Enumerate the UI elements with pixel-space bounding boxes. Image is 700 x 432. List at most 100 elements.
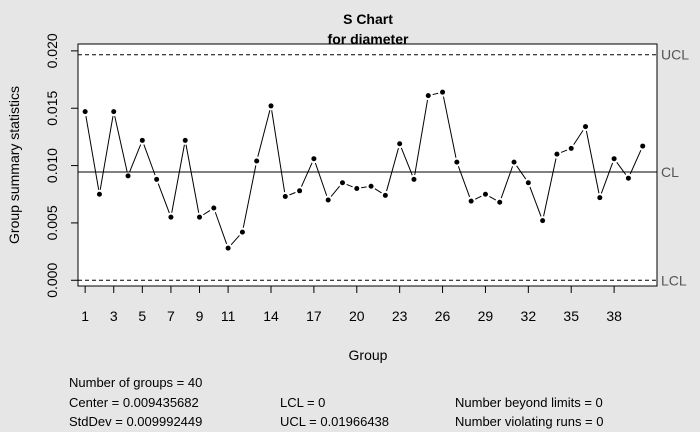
series-segment (585, 130, 600, 194)
x-tick-label: 9 (196, 308, 204, 324)
data-point (411, 176, 417, 182)
x-tick-label: 35 (563, 308, 579, 324)
stat-violating-runs: Number violating runs = 0 (455, 414, 604, 429)
data-point (482, 191, 488, 197)
series-segment (500, 166, 513, 199)
series-segment (230, 235, 240, 246)
y-tick-label: 0.010 (44, 148, 60, 183)
data-point (239, 229, 245, 235)
chart-subtitle: for diameter (328, 31, 409, 47)
series-segment (271, 110, 286, 193)
stat-stddev: StdDev = 0.009992449 (69, 414, 203, 429)
data-point (625, 175, 631, 181)
data-point (511, 159, 517, 165)
series-segment (386, 147, 399, 192)
data-point (254, 158, 260, 164)
data-point (339, 180, 345, 186)
data-point (568, 145, 574, 151)
cl-label: CL (661, 164, 679, 180)
data-point (468, 198, 474, 204)
ucl-label: UCL (661, 47, 689, 63)
series-segment (616, 162, 627, 175)
series-segment (214, 212, 228, 245)
x-tick-label: 29 (478, 308, 494, 324)
data-point (354, 186, 360, 192)
series-segment (361, 186, 367, 189)
stat-ucl: UCL = 0.01966438 (280, 414, 390, 429)
series-segment (442, 96, 457, 158)
series-segment (289, 192, 296, 196)
data-point (325, 197, 331, 203)
series-segment (374, 188, 382, 194)
data-point (397, 141, 403, 147)
x-tick-label: 1 (81, 308, 89, 324)
series-segment (543, 158, 557, 217)
series-segment (203, 210, 211, 216)
series-segment (242, 165, 257, 228)
data-point (125, 173, 131, 179)
series-segment (300, 162, 313, 187)
series-segment (143, 144, 156, 176)
series-segment (114, 115, 128, 172)
series-segment (414, 99, 428, 175)
series-segment (573, 130, 584, 145)
y-axis-label: Group summary statistics (6, 86, 22, 244)
data-point (440, 89, 446, 95)
data-point (282, 194, 288, 200)
lcl-label: LCL (661, 272, 687, 288)
x-tick-label: 3 (110, 308, 118, 324)
x-tick-label: 5 (138, 308, 146, 324)
data-point (554, 151, 560, 157)
data-point (611, 156, 617, 162)
data-point (168, 214, 174, 220)
y-tick-label: 0.005 (44, 205, 60, 240)
series-segment (257, 110, 271, 157)
series-s (82, 89, 646, 251)
series-segment (516, 165, 527, 180)
y-tick-label: 0.000 (44, 263, 60, 298)
data-point (311, 156, 317, 162)
data-point (454, 159, 460, 165)
chart-title: S Chart (343, 11, 393, 27)
series-segment (474, 195, 482, 200)
stat-groups: Number of groups = 40 (69, 375, 203, 390)
data-point (225, 245, 231, 251)
series-segment (171, 144, 185, 213)
data-point (640, 143, 646, 149)
series-segment (629, 149, 642, 175)
axes: 1 3 5 7 9 11 14 17 20 23 26 29 32 35 380.0000.0050.010… (44, 33, 622, 324)
x-tick-label: 20 (349, 308, 365, 324)
data-point (154, 176, 160, 182)
series-segment (129, 144, 142, 172)
y-tick-label: 0.020 (44, 33, 60, 68)
series-segment (185, 144, 200, 213)
x-tick-label: 7 (167, 308, 175, 324)
series-segment (157, 183, 170, 214)
x-tick-label: 14 (263, 308, 279, 324)
data-point (583, 124, 589, 130)
series-segment (600, 162, 614, 194)
x-tick-label: 23 (392, 308, 408, 324)
data-point (268, 103, 274, 109)
plot-area (77, 43, 658, 287)
x-tick-label: 11 (221, 308, 236, 324)
series-segment (489, 196, 497, 201)
stat-lcl: LCL = 0 (280, 395, 326, 410)
series-segment (99, 116, 114, 190)
x-tick-label: 17 (306, 308, 322, 324)
series-segment (346, 183, 353, 188)
stat-center: Center = 0.009435682 (69, 395, 199, 410)
data-point (597, 195, 603, 201)
control-limits: UCL CL LCL (78, 47, 689, 288)
series-segment (529, 186, 542, 217)
y-tick-label: 0.015 (44, 91, 60, 126)
x-axis-label: Group (349, 347, 388, 363)
series-segment (85, 116, 100, 190)
data-point (182, 137, 188, 143)
data-point (540, 218, 546, 224)
data-point (425, 93, 431, 99)
data-point (382, 192, 388, 198)
data-point (139, 137, 145, 143)
series-segment (400, 147, 413, 176)
